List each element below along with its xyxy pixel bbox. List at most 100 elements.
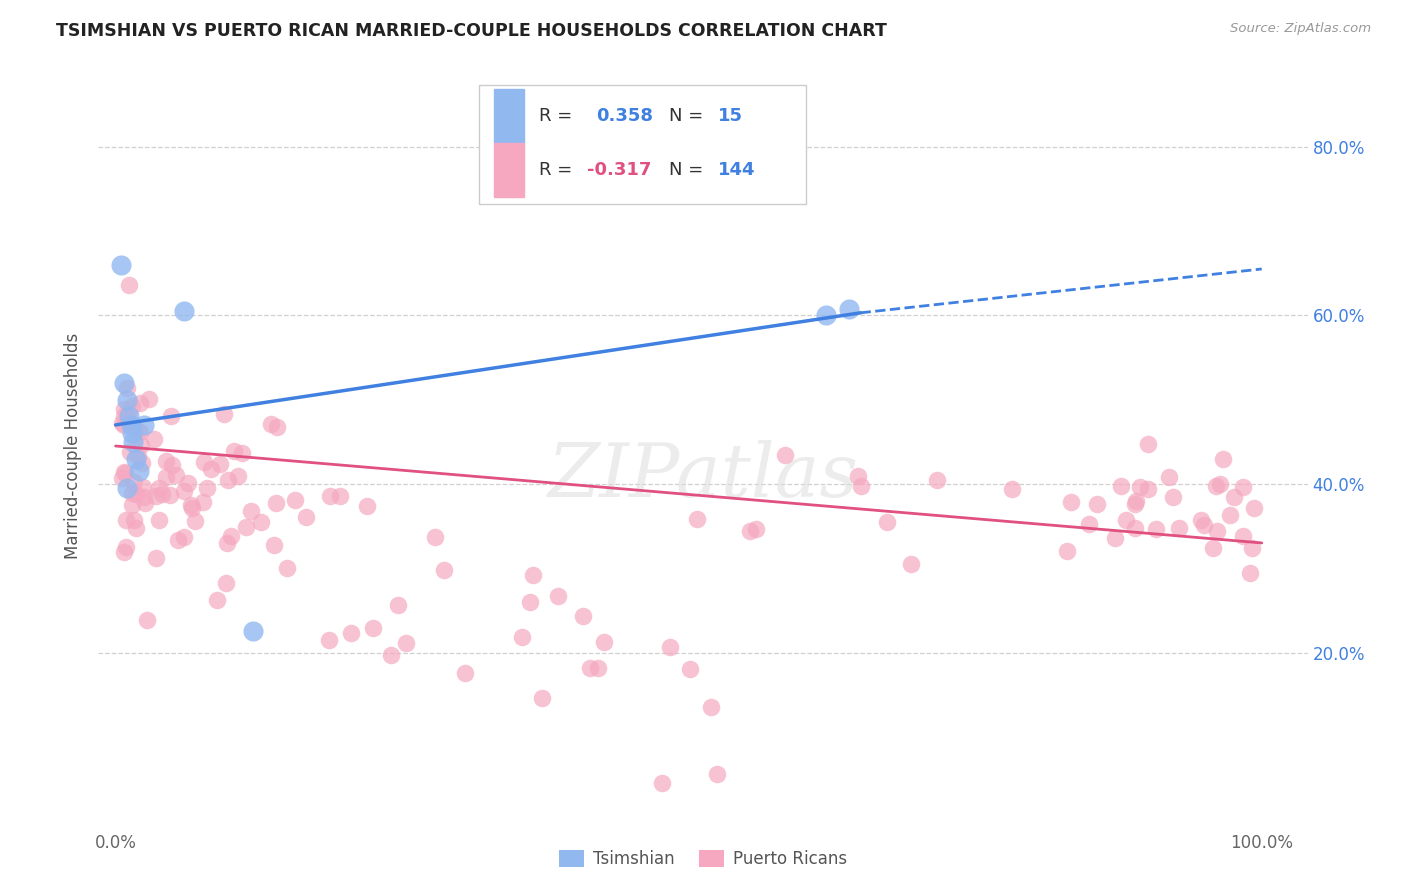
- Point: [1209, 477, 1232, 491]
- Point: [1239, 566, 1261, 580]
- Point: [266, 420, 288, 434]
- Text: 144: 144: [717, 161, 755, 178]
- Point: [579, 661, 602, 675]
- Legend: Tsimshian, Puerto Ricans: Tsimshian, Puerto Ricans: [553, 844, 853, 875]
- Y-axis label: Married-couple Households: Married-couple Households: [65, 333, 83, 559]
- Point: [138, 392, 160, 407]
- Point: [121, 426, 143, 441]
- Point: [1232, 480, 1254, 494]
- Point: [1115, 513, 1137, 527]
- Point: [433, 563, 456, 577]
- Point: [226, 468, 249, 483]
- Point: [142, 432, 165, 446]
- Text: 15: 15: [717, 107, 742, 125]
- Point: [125, 487, 148, 501]
- Point: [115, 380, 138, 394]
- Point: [118, 278, 141, 293]
- Point: [519, 595, 541, 609]
- Point: [112, 465, 135, 479]
- Point: [111, 416, 134, 430]
- Point: [318, 633, 340, 648]
- Bar: [494, 143, 524, 197]
- Point: [218, 473, 240, 487]
- Text: Source: ZipAtlas.com: Source: ZipAtlas.com: [1230, 22, 1371, 36]
- Point: [700, 699, 723, 714]
- Point: [547, 589, 569, 603]
- Point: [276, 561, 298, 575]
- Point: [173, 484, 195, 499]
- Point: [219, 529, 242, 543]
- Point: [184, 514, 207, 528]
- Point: [838, 302, 860, 317]
- Point: [651, 776, 673, 790]
- Point: [177, 475, 200, 490]
- Point: [1056, 544, 1078, 558]
- Point: [200, 462, 222, 476]
- Point: [1240, 541, 1263, 556]
- Point: [1129, 480, 1152, 494]
- Point: [132, 480, 155, 494]
- Point: [1078, 516, 1101, 531]
- Point: [134, 490, 156, 504]
- Point: [510, 630, 533, 644]
- Point: [118, 413, 141, 427]
- Point: [110, 258, 132, 272]
- Point: [117, 414, 139, 428]
- Point: [361, 621, 384, 635]
- Bar: [494, 89, 524, 143]
- Point: [1157, 469, 1180, 483]
- Point: [531, 690, 554, 705]
- Point: [134, 496, 156, 510]
- Point: [127, 449, 149, 463]
- Point: [454, 666, 477, 681]
- Point: [925, 473, 948, 487]
- Point: [239, 504, 262, 518]
- Point: [145, 489, 167, 503]
- Point: [395, 635, 418, 649]
- Point: [148, 513, 170, 527]
- Point: [846, 468, 869, 483]
- Point: [1189, 513, 1212, 527]
- Point: [1223, 490, 1246, 504]
- Point: [122, 513, 145, 527]
- Point: [120, 417, 142, 432]
- Point: [263, 538, 285, 552]
- Point: [125, 451, 148, 466]
- Point: [1212, 452, 1234, 467]
- Point: [284, 492, 307, 507]
- Point: [1123, 521, 1146, 535]
- Point: [114, 467, 136, 481]
- Text: R =: R =: [538, 107, 578, 125]
- Point: [1125, 493, 1147, 508]
- Point: [572, 609, 595, 624]
- Point: [387, 598, 409, 612]
- FancyBboxPatch shape: [479, 86, 806, 204]
- Point: [706, 766, 728, 780]
- Point: [356, 499, 378, 513]
- Text: TSIMSHIAN VS PUERTO RICAN MARRIED-COUPLE HOUSEHOLDS CORRELATION CHART: TSIMSHIAN VS PUERTO RICAN MARRIED-COUPLE…: [56, 22, 887, 40]
- Point: [593, 635, 616, 649]
- Point: [173, 304, 195, 318]
- Point: [129, 438, 152, 452]
- Point: [180, 499, 202, 513]
- Point: [851, 479, 873, 493]
- Point: [115, 481, 138, 495]
- Point: [148, 481, 170, 495]
- Point: [1144, 522, 1167, 536]
- Point: [134, 417, 156, 432]
- Point: [815, 309, 838, 323]
- Point: [155, 454, 177, 468]
- Point: [150, 487, 173, 501]
- Point: [212, 407, 235, 421]
- Point: [876, 515, 898, 529]
- Point: [1167, 521, 1189, 535]
- Point: [586, 660, 609, 674]
- Point: [160, 458, 183, 473]
- Point: [260, 417, 283, 432]
- Point: [112, 544, 135, 558]
- Point: [128, 395, 150, 409]
- Point: [224, 444, 246, 458]
- Text: N =: N =: [669, 161, 703, 178]
- Point: [423, 530, 446, 544]
- Point: [155, 470, 177, 484]
